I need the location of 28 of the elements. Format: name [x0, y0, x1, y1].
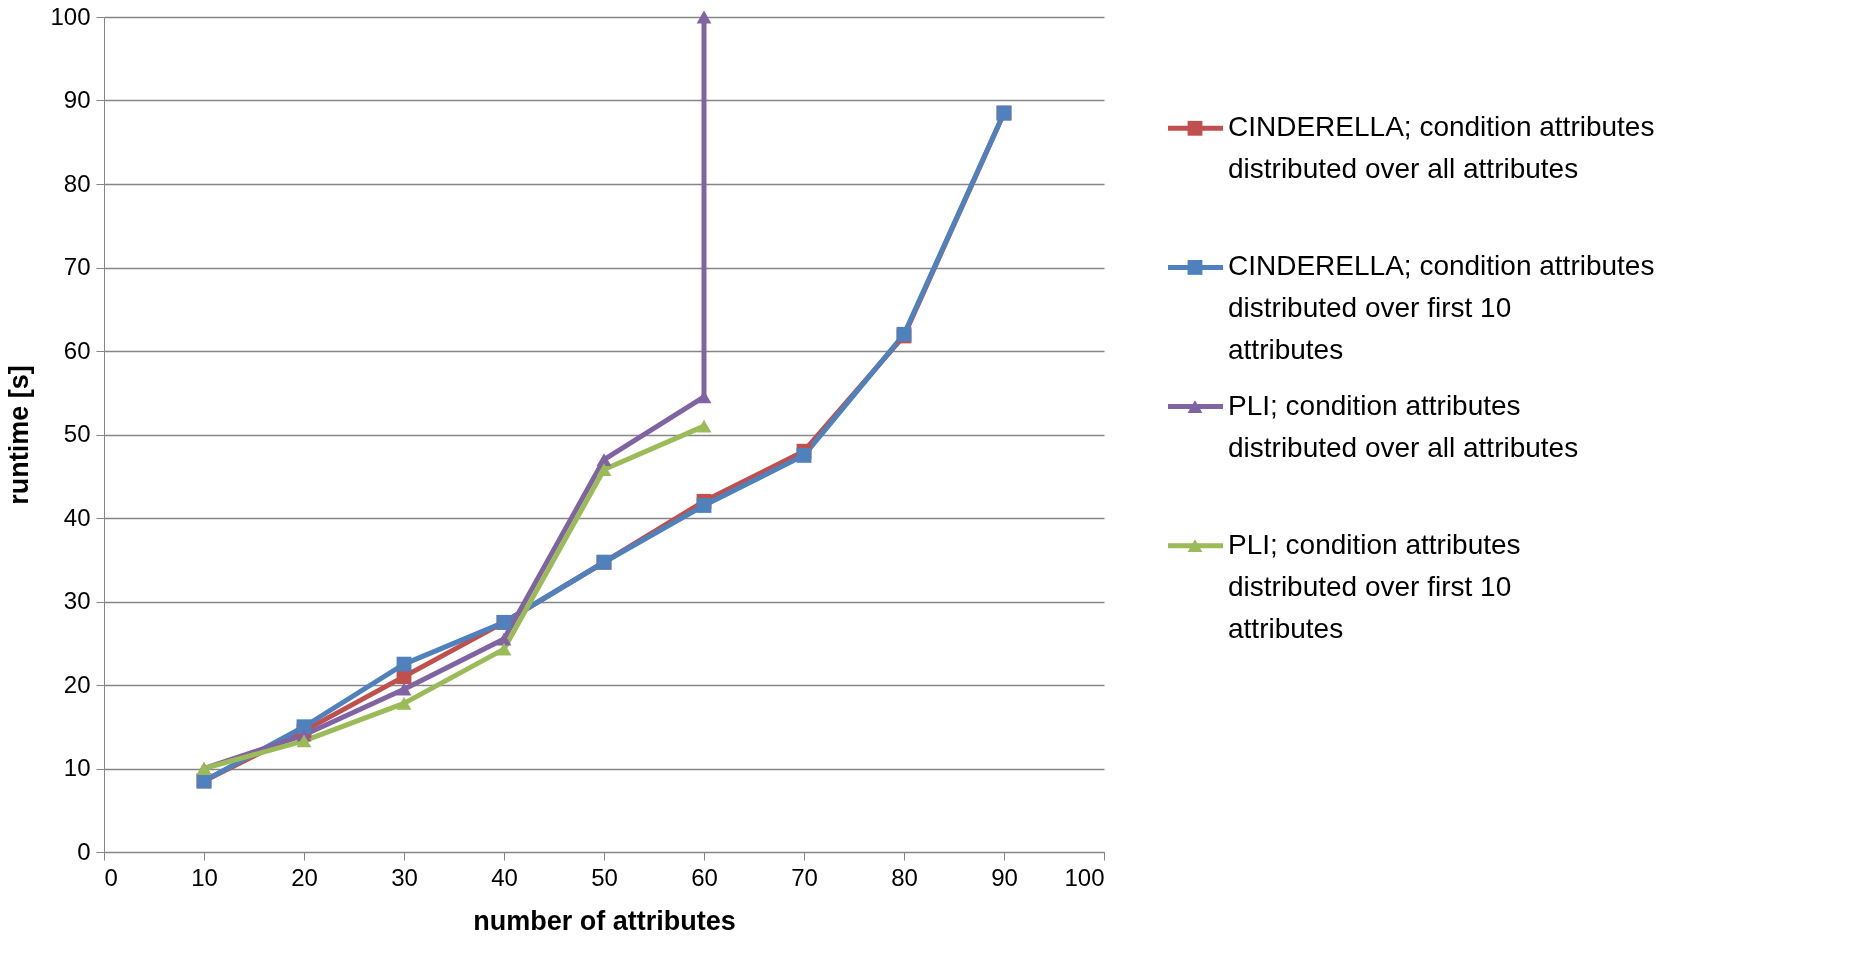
x-tick-label: 90 [991, 863, 1018, 891]
x-tick-label: 20 [291, 863, 318, 891]
y-tick-label: 10 [63, 754, 91, 781]
x-tick-label: 50 [591, 863, 618, 891]
legend-label: PLI; condition attributes distributed over all attributes [1228, 389, 1579, 463]
y-tick-label: 0 [77, 837, 91, 865]
y-axis-title: runtime [s] [4, 365, 35, 505]
y-tick-label: 80 [63, 169, 91, 197]
legend-label: PLI; condition attributes distributed over first 10 attributes [1228, 528, 1521, 644]
y-tick-label: 20 [63, 670, 91, 698]
x-tick-label: 60 [691, 863, 718, 891]
x-tick-label: 10 [191, 863, 218, 891]
x-tick-label: 100 [1064, 863, 1105, 891]
y-tick-label: 50 [63, 420, 91, 447]
y-tick-label: 30 [63, 587, 91, 614]
x-tick-label: 40 [491, 863, 518, 891]
y-tick-label: 60 [63, 336, 91, 364]
x-tick-label: 80 [891, 863, 918, 891]
legend-label: CINDERELLA; condition attributes distributed over first 10 attributes [1228, 250, 1655, 366]
y-tick-label: 40 [63, 503, 91, 531]
x-tick-label: 30 [391, 863, 418, 891]
y-tick-label: 70 [63, 253, 91, 280]
y-tick-label: 90 [63, 86, 91, 113]
legend-label: CINDERELLA; condition attributes distributed over all attributes [1228, 111, 1655, 185]
x-tick-label: 70 [791, 863, 818, 891]
x-axis-title: number of attributes [473, 905, 736, 936]
y-tick-label: 100 [50, 2, 91, 30]
x-tick-label: 0 [104, 863, 118, 891]
